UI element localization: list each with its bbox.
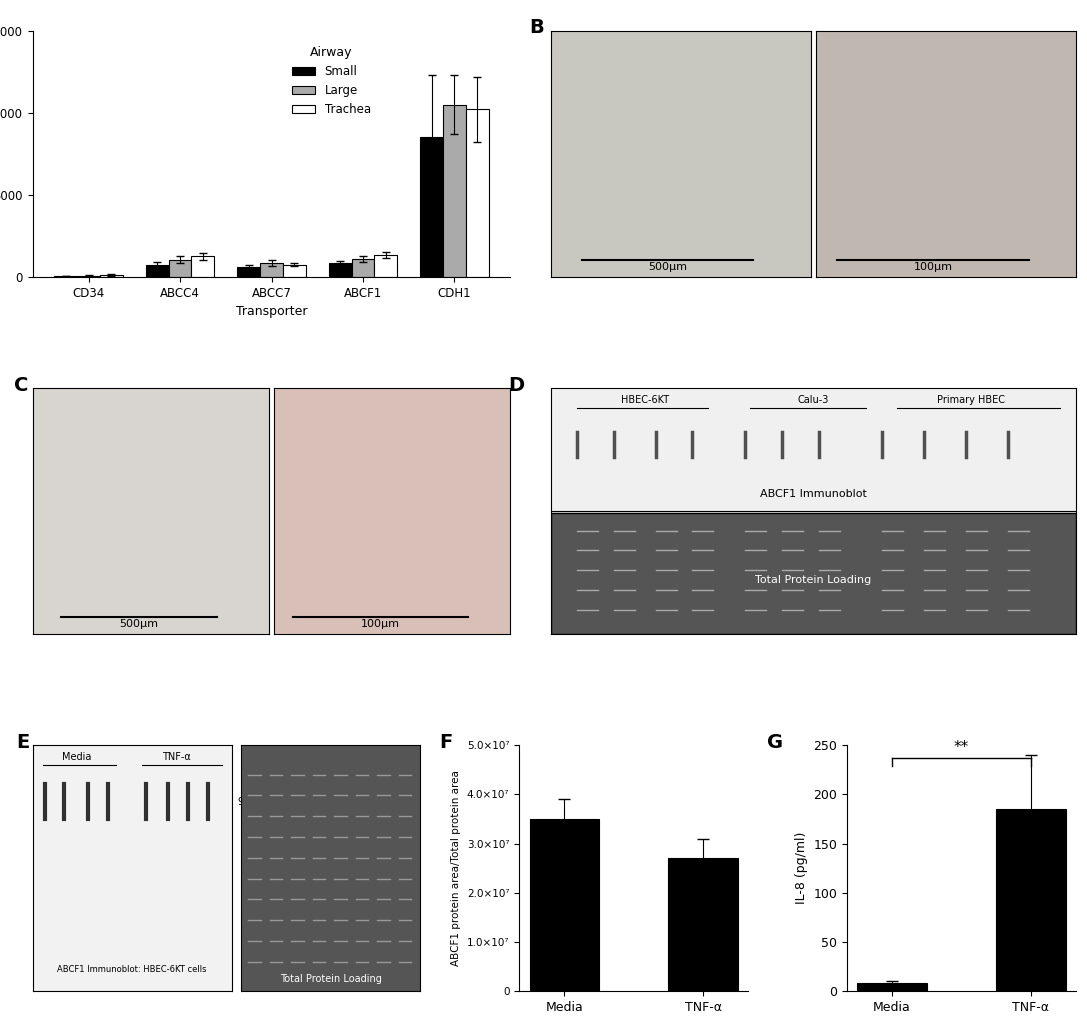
Text: HBEC-6KT: HBEC-6KT: [621, 396, 670, 406]
Text: Calu-3: Calu-3: [798, 396, 829, 406]
Text: ABCF1 Immunoblot: HBEC-6KT cells: ABCF1 Immunoblot: HBEC-6KT cells: [58, 965, 207, 974]
Bar: [669, 858, 738, 991]
Bar: [168, 260, 191, 277]
Text: 100μm: 100μm: [913, 262, 952, 272]
Legend: Small, Large, Trachea: Small, Large, Trachea: [287, 42, 376, 121]
Bar: [77, 276, 100, 277]
Bar: [420, 137, 443, 277]
Text: Total Protein Loading: Total Protein Loading: [755, 575, 872, 585]
Bar: [146, 265, 168, 277]
Y-axis label: ABCF1 protein area/Total protein area: ABCF1 protein area/Total protein area: [451, 771, 461, 966]
Text: 96 kDa: 96 kDa: [238, 797, 273, 806]
Text: B: B: [529, 18, 545, 38]
Text: Primary HBEC: Primary HBEC: [937, 396, 1005, 406]
Bar: [328, 263, 351, 277]
Text: TNF-α: TNF-α: [162, 752, 190, 762]
Text: G: G: [766, 733, 783, 752]
Bar: [997, 809, 1065, 991]
X-axis label: Transporter: Transporter: [236, 306, 308, 318]
FancyBboxPatch shape: [550, 513, 1076, 635]
Text: 500μm: 500μm: [120, 619, 159, 630]
Text: F: F: [439, 733, 452, 752]
Text: Media: Media: [62, 752, 91, 762]
Bar: [466, 109, 489, 277]
Bar: [529, 819, 599, 991]
Text: C: C: [14, 375, 28, 394]
Text: Total Protein Loading: Total Protein Loading: [279, 974, 382, 984]
Bar: [237, 267, 260, 277]
Text: D: D: [509, 375, 525, 394]
Bar: [260, 263, 283, 277]
Bar: [858, 983, 927, 991]
Text: ABCF1 Immunoblot: ABCF1 Immunoblot: [760, 489, 866, 499]
Text: E: E: [16, 733, 30, 752]
Bar: [374, 254, 397, 277]
Bar: [351, 259, 374, 277]
Y-axis label: IL-8 (pg/ml): IL-8 (pg/ml): [795, 832, 808, 904]
Text: 100μm: 100μm: [361, 619, 400, 630]
Text: 500μm: 500μm: [648, 262, 687, 272]
Bar: [443, 104, 466, 277]
Bar: [191, 257, 214, 277]
Bar: [100, 275, 123, 277]
Text: **: **: [954, 740, 970, 755]
Bar: [283, 265, 305, 277]
